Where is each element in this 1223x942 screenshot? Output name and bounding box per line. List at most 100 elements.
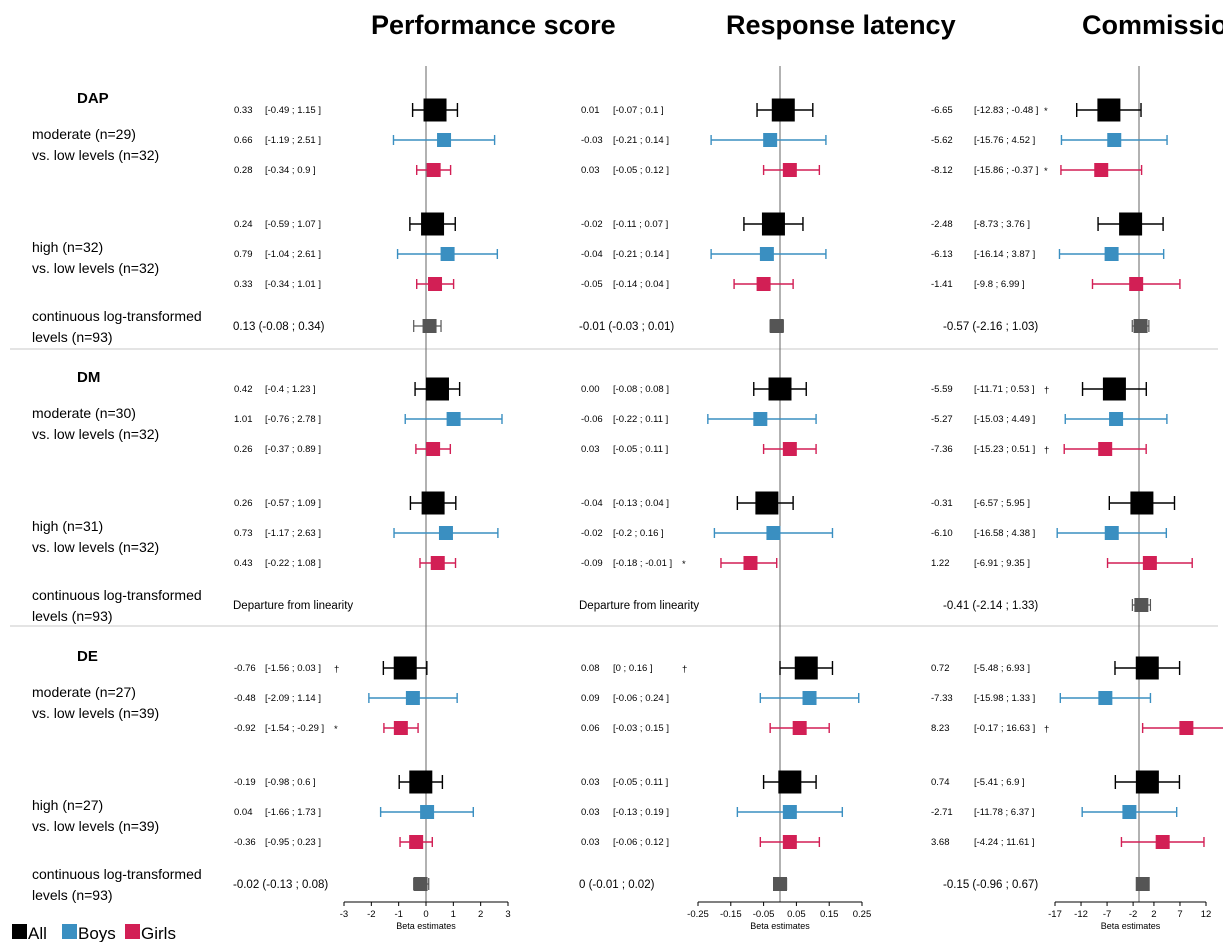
point-estimate-continuous [1133,319,1148,333]
estimate-value: 0.74 [931,777,950,788]
confidence-interval-text: [-0.95 ; 0.23 ] [265,837,321,848]
point-estimate-girls [1155,835,1170,849]
estimate-value: -0.06 [581,414,603,425]
x-tick-label: 12 [1201,909,1212,920]
significance-marker: † [1044,445,1049,456]
x-tick-label: -1 [394,909,402,920]
point-estimate-girls [756,277,771,291]
estimate-value: 0.08 [581,663,600,674]
continuous-estimate-text: -0.15 (-0.96 ; 0.67) [943,879,1038,891]
confidence-interval-text: [-0.76 ; 2.78 ] [265,414,321,425]
confidence-interval-text: [-1.19 ; 2.51 ] [265,135,321,146]
confidence-interval-text: [-0.05 ; 0.12 ] [613,165,669,176]
estimate-value: -0.02 [581,528,603,539]
confidence-interval-text: [-11.71 ; 0.53 ] [974,384,1035,395]
estimate-value: -0.48 [234,693,256,704]
group-label: DM [77,369,100,386]
estimate-value: 0.03 [581,165,600,176]
estimate-value: 3.68 [931,837,950,848]
point-estimate-boys [440,247,455,261]
estimate-value: -0.31 [931,498,953,509]
confidence-interval-text: [-0.2 ; 0.16 ] [613,528,664,539]
estimate-value: -0.92 [234,723,256,734]
row-label: high (n=27) [32,797,103,813]
point-estimate-boys [802,691,817,705]
point-estimate-girls [1142,556,1157,570]
confidence-interval-text: [-0.21 ; 0.14 ] [613,135,669,146]
confidence-interval-text: [-6.57 ; 5.95 ] [974,498,1030,509]
estimate-value: 0.01 [581,105,600,116]
estimate-value: -5.59 [931,384,953,395]
estimate-value: -1.41 [931,279,953,290]
confidence-interval-text: [-6.91 ; 9.35 ] [974,558,1030,569]
point-estimate-boys [1109,412,1124,426]
point-estimate-continuous [1134,598,1149,612]
point-estimate-boys [405,691,420,705]
x-tick-label: 0.25 [853,909,872,920]
legend-swatch-boys [62,924,77,939]
confidence-interval-text: [-15.98 ; 1.33 ] [974,693,1035,704]
point-estimate-boys [420,805,435,819]
x-tick-label: 2 [1151,909,1156,920]
confidence-interval-text: [-5.48 ; 6.93 ] [974,663,1030,674]
point-estimate-boys [753,412,768,426]
confidence-interval-text: [-0.49 ; 1.15 ] [265,105,321,116]
nonlinearity-note: Departure from linearity [579,600,699,612]
panel-title: Commission rate [1082,10,1223,40]
point-estimate-all [421,212,445,236]
row-label: moderate (n=30) [32,405,136,421]
estimate-value: 0.03 [581,777,600,788]
significance-marker: * [334,724,338,735]
point-estimate-all [761,212,785,236]
estimate-value: 0.33 [234,279,253,290]
estimate-value: -7.33 [931,693,953,704]
confidence-interval-text: [-0.22 ; 0.11 ] [613,414,668,425]
point-estimate-girls [409,835,424,849]
point-estimate-all [393,656,417,680]
estimate-value: -6.65 [931,105,953,116]
point-estimate-girls [393,721,408,735]
estimate-value: 0.24 [234,219,253,230]
point-estimate-boys [763,133,778,147]
point-estimate-continuous [413,877,428,891]
confidence-interval-text: [-15.23 ; 0.51 ] [974,444,1035,455]
row-label: moderate (n=27) [32,684,136,700]
estimate-value: 0.28 [234,165,253,176]
row-label: vs. low levels (n=39) [32,705,159,721]
confidence-interval-text: [-1.54 ; -0.29 ] [265,723,324,734]
significance-marker: † [682,664,687,675]
significance-marker: * [1044,166,1048,177]
confidence-interval-text: [-16.14 ; 3.87 ] [974,249,1035,260]
x-tick-label: -3 [340,909,348,920]
estimate-value: 0.42 [234,384,253,395]
row-label: continuous log-transformed [32,866,202,882]
confidence-interval-text: [-15.03 ; 4.49 ] [974,414,1035,425]
point-estimate-all [425,377,449,401]
estimate-value: 1.22 [931,558,950,569]
estimate-value: 0.09 [581,693,600,704]
continuous-estimate-text: 0 (-0.01 ; 0.02) [579,879,655,891]
confidence-interval-text: [-1.56 ; 0.03 ] [265,663,321,674]
continuous-estimate-text: -0.41 (-2.14 ; 1.33) [943,600,1038,612]
confidence-interval-text: [-0.18 ; -0.01 ] [613,558,672,569]
row-label: vs. low levels (n=32) [32,260,159,276]
estimate-value: -0.04 [581,249,603,260]
estimate-value: 0.00 [581,384,600,395]
row-label: levels (n=93) [32,608,113,624]
confidence-interval-text: [-0.4 ; 1.23 ] [265,384,316,395]
confidence-interval-text: [-0.37 ; 0.89 ] [265,444,321,455]
x-tick-label: -2 [1129,909,1137,920]
row-label: moderate (n=29) [32,126,136,142]
estimate-value: -0.03 [581,135,603,146]
point-estimate-boys [446,412,461,426]
estimate-value: -2.48 [931,219,953,230]
estimate-value: 0.03 [581,837,600,848]
point-estimate-all [1135,770,1159,794]
point-estimate-all [1130,491,1154,515]
estimate-value: 0.79 [234,249,253,260]
row-label: high (n=31) [32,518,103,534]
estimate-value: 0.06 [581,723,600,734]
continuous-estimate-text: 0.13 (-0.08 ; 0.34) [233,321,325,333]
estimate-value: -0.09 [581,558,603,569]
